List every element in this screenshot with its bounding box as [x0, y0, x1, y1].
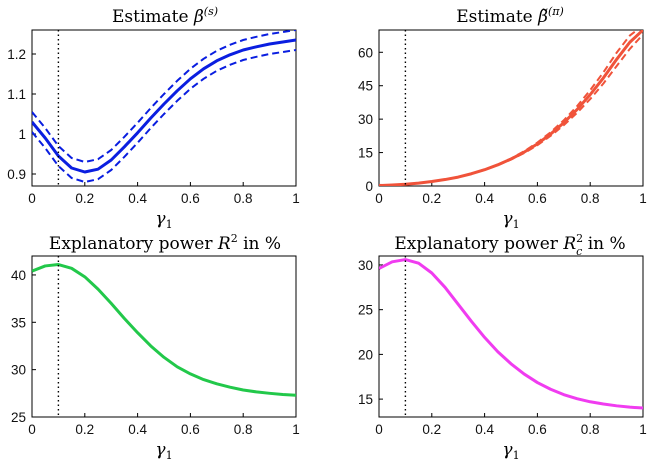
x-tick-label: 0	[28, 422, 36, 437]
y-tick-label: 15	[358, 392, 373, 407]
y-tick-label: 35	[11, 315, 26, 330]
plot-area	[31, 255, 297, 418]
series-line-lower-band	[32, 49, 296, 183]
x-tick-label: 0.6	[528, 422, 547, 437]
series-line-rc2	[379, 258, 643, 410]
series-line-r2	[32, 263, 296, 397]
x-tick-label: 0.4	[475, 422, 494, 437]
y-tick-label: 1.1	[7, 87, 26, 102]
x-tick-label: 0.8	[581, 191, 600, 206]
x-axis-label: γ1	[155, 440, 172, 462]
x-tick-label: 0.2	[75, 422, 94, 437]
y-tick-label: 60	[358, 45, 373, 60]
x-axis-label: γ1	[502, 209, 519, 231]
panel-title: Explanatory power R2 in %	[49, 232, 281, 254]
x-tick-label: 1	[639, 422, 647, 437]
series-line-upper-band	[32, 30, 296, 163]
y-tick-label: 25	[11, 410, 26, 425]
x-tick-label: 0.4	[475, 191, 494, 206]
x-tick-label: 0	[28, 191, 36, 206]
x-tick-label: 0.2	[75, 191, 94, 206]
x-tick-label: 0.2	[422, 422, 441, 437]
y-tick-label: 40	[11, 268, 26, 283]
y-tick-label: 1	[18, 127, 26, 142]
series-line-estimate	[32, 38, 296, 174]
panel-beta-s: Estimate β(s) 0 0.2 0.4 0.6 0.8 1 0.9 1 1.1 1.2 γ…	[7, 5, 300, 231]
x-tick-label: 1	[639, 191, 647, 206]
x-tick-label: 0.8	[234, 191, 253, 206]
x-axis-label: γ1	[502, 440, 519, 462]
x-tick-label: 0.4	[128, 422, 147, 437]
plot-area	[31, 29, 297, 187]
series-line-upper-band	[379, 30, 639, 186]
series-line-lower-band	[379, 33, 643, 186]
y-tick-label: 1.2	[7, 47, 26, 62]
y-tick-label: 25	[358, 303, 373, 318]
x-tick-label: 0.8	[581, 422, 600, 437]
x-tick-label: 0.8	[234, 422, 253, 437]
plot-area	[378, 255, 644, 418]
x-tick-label: 0.2	[422, 191, 441, 206]
x-tick-label: 1	[292, 191, 300, 206]
y-tick-label: 15	[358, 146, 373, 161]
x-tick-label: 0.6	[528, 191, 547, 206]
y-tick-label: 30	[358, 112, 373, 127]
x-axis-label: γ1	[155, 209, 172, 231]
plot-area	[378, 29, 644, 187]
y-tick-label: 0	[365, 179, 373, 194]
x-tick-label: 0	[375, 191, 383, 206]
y-tick-label: 0.9	[7, 167, 26, 182]
panel-rc2: Explanatory power R2 c in % 0 0.2 0.4 0.6 0.8…	[358, 232, 647, 462]
x-tick-label: 0	[375, 422, 383, 437]
panel-title: Estimate β(s)	[112, 5, 218, 27]
x-tick-label: 0.4	[128, 191, 147, 206]
series-line-estimate	[379, 30, 643, 186]
y-tick-label: 20	[358, 347, 373, 362]
panel-title: Explanatory power R2 c in %	[394, 232, 625, 258]
x-tick-label: 1	[292, 422, 300, 437]
x-tick-label: 0.6	[181, 191, 200, 206]
panel-title: Estimate β̃(π)	[456, 5, 564, 27]
panel-r2: Explanatory power R2 in % 0 0.2 0.4 0.6 0.8 1…	[11, 232, 300, 462]
y-tick-label: 30	[11, 363, 26, 378]
y-tick-label: 30	[358, 258, 373, 273]
y-tick-label: 45	[358, 79, 373, 94]
x-tick-label: 0.6	[181, 422, 200, 437]
panel-beta-pi: Estimate β̃(π) 0 0.2 0.4 0.6 0.8 1 0 15 30 45 60 γ…	[358, 5, 647, 231]
